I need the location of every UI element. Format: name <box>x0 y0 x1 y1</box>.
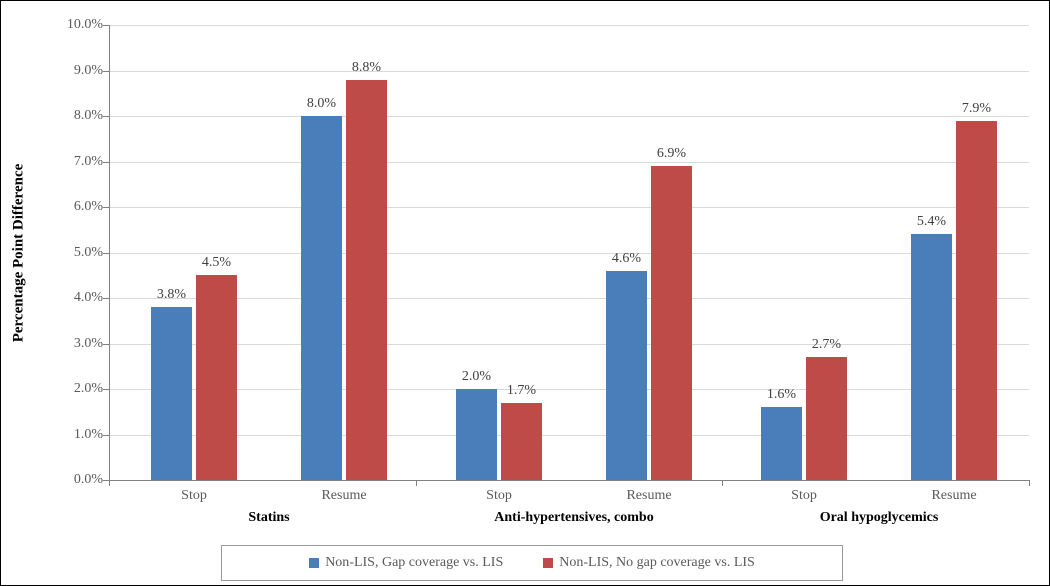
x-tick-mark <box>1029 480 1030 486</box>
bar-value-label: 7.9% <box>962 101 991 117</box>
legend-swatch <box>309 558 319 568</box>
x-tick-mark <box>109 480 110 486</box>
bar-value-label: 8.8% <box>352 60 381 76</box>
x-group-label: Anti-hypertensives, combo <box>494 510 653 526</box>
legend-item: Non-LIS, No gap coverage vs. LIS <box>543 555 755 571</box>
bar: 1.6% <box>761 407 802 480</box>
y-tick-label: 2.0% <box>74 381 103 397</box>
grid-line <box>109 162 1029 163</box>
grid-line <box>109 207 1029 208</box>
bar: 8.8% <box>346 80 387 480</box>
y-tick-label: 0.0% <box>74 472 103 488</box>
bar: 3.8% <box>151 307 192 480</box>
bar: 4.5% <box>196 275 237 480</box>
legend-label: Non-LIS, No gap coverage vs. LIS <box>559 555 755 571</box>
y-tick-label: 4.0% <box>74 290 103 306</box>
x-subgroup-label: Resume <box>626 488 671 504</box>
x-subgroup-label: Resume <box>321 488 366 504</box>
grid-line <box>109 344 1029 345</box>
bar-value-label: 4.6% <box>612 251 641 267</box>
x-subgroup-label: Stop <box>791 488 817 504</box>
bar: 2.0% <box>456 389 497 480</box>
x-subgroup-label: Stop <box>181 488 207 504</box>
x-group-label: Oral hypoglycemics <box>820 510 939 526</box>
legend-label: Non-LIS, Gap coverage vs. LIS <box>325 555 503 571</box>
bar-value-label: 2.7% <box>812 337 841 353</box>
bar-value-label: 1.6% <box>767 387 796 403</box>
bar: 2.7% <box>806 357 847 480</box>
bar-value-label: 1.7% <box>507 383 536 399</box>
bar-value-label: 2.0% <box>462 369 491 385</box>
y-tick-label: 6.0% <box>74 199 103 215</box>
y-tick-label: 10.0% <box>67 17 103 33</box>
bar-value-label: 4.5% <box>202 255 231 271</box>
y-axis-line <box>109 25 110 480</box>
grid-line <box>109 253 1029 254</box>
x-axis-line <box>109 480 1029 481</box>
y-tick-label: 9.0% <box>74 63 103 79</box>
y-tick-label: 5.0% <box>74 245 103 261</box>
legend-item: Non-LIS, Gap coverage vs. LIS <box>309 555 503 571</box>
x-tick-mark <box>416 480 417 486</box>
x-group-label: Statins <box>248 510 289 526</box>
bar-value-label: 6.9% <box>657 146 686 162</box>
bar: 1.7% <box>501 403 542 480</box>
y-axis-title: Percentage Point Difference <box>11 163 28 342</box>
legend: Non-LIS, Gap coverage vs. LIS Non-LIS, No… <box>221 545 843 581</box>
grid-line <box>109 389 1029 390</box>
plot-area: 0.0%1.0%2.0%3.0%4.0%5.0%6.0%7.0%8.0%9.0%… <box>109 25 1029 480</box>
bar: 7.9% <box>956 121 997 480</box>
bar: 6.9% <box>651 166 692 480</box>
bar-value-label: 5.4% <box>917 214 946 230</box>
y-tick-label: 3.0% <box>74 336 103 352</box>
bar-value-label: 8.0% <box>307 96 336 112</box>
bar: 5.4% <box>911 234 952 480</box>
grid-line <box>109 298 1029 299</box>
grid-line <box>109 435 1029 436</box>
y-tick-label: 1.0% <box>74 427 103 443</box>
bar: 4.6% <box>606 271 647 480</box>
x-tick-mark <box>722 480 723 486</box>
grid-line <box>109 71 1029 72</box>
y-tick-label: 7.0% <box>74 154 103 170</box>
bar: 8.0% <box>301 116 342 480</box>
chart-frame: 0.0% 1.0% 2.0% 3.0% 4.0% 5.0% 6.0% 7.0% 8.0% 9.0%… <box>0 0 1050 586</box>
grid-line <box>109 25 1029 26</box>
x-subgroup-label: Stop <box>486 488 512 504</box>
grid-line <box>109 116 1029 117</box>
y-tick-label: 8.0% <box>74 108 103 124</box>
legend-swatch <box>543 558 553 568</box>
x-subgroup-label: Resume <box>931 488 976 504</box>
bar-value-label: 3.8% <box>157 287 186 303</box>
